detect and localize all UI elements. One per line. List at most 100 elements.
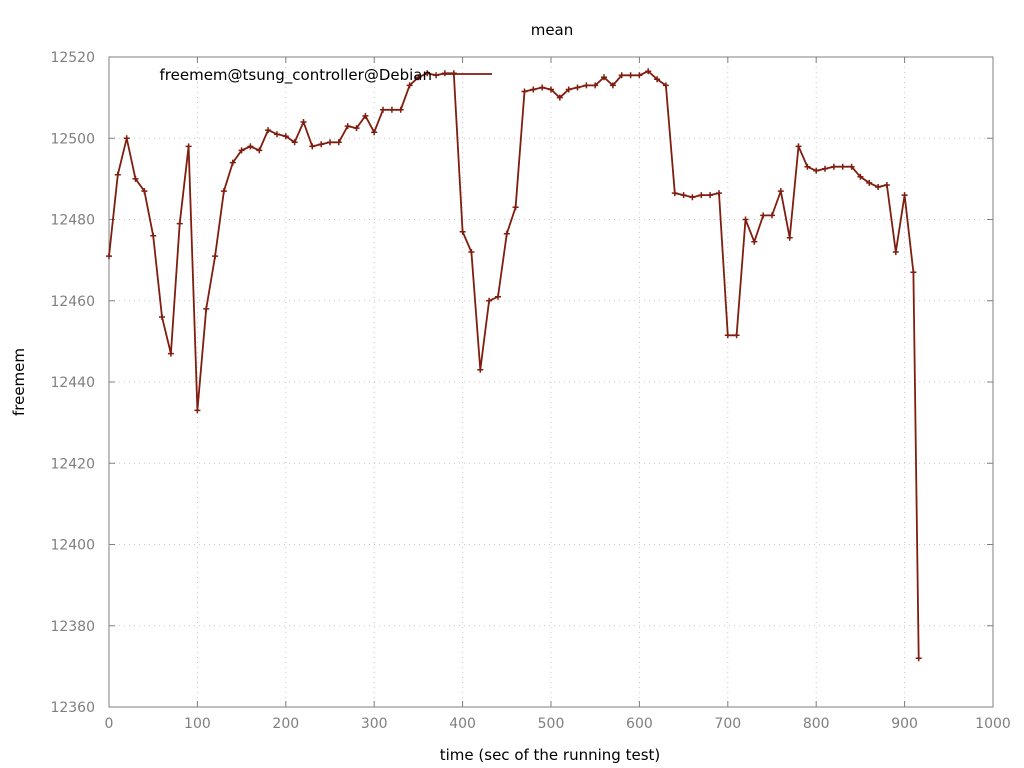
data-point [362,112,369,119]
data-point [733,332,740,339]
data-point [786,234,793,241]
data-point [194,407,201,414]
data-point [274,131,280,138]
data-point [813,167,820,174]
data-point [123,135,130,142]
data-point [150,232,157,239]
legend-label: freemem@tsung_controller@Debian [160,66,432,85]
series-layer [106,68,922,662]
grid-lines [109,57,993,707]
data-point [486,297,493,304]
data-point [176,220,183,227]
data-point [220,188,227,195]
data-point [318,141,325,148]
data-point [309,143,316,150]
data-point [477,366,484,373]
y-tick-label: 12360 [50,700,95,716]
x-tick-label: 200 [272,716,299,732]
data-point [327,139,333,146]
data-point [822,165,828,172]
data-point [397,106,404,113]
data-point [583,82,590,89]
chart-title: mean [531,21,574,39]
data-point [848,163,855,170]
data-point [495,293,501,300]
data-point [247,143,254,150]
data-point [344,123,351,130]
data-point [609,82,616,89]
data-point [282,133,289,140]
data-point [830,163,837,170]
data-point [132,175,139,182]
data-point [371,129,378,136]
data-point [238,147,245,154]
data-point [265,127,272,134]
data-point [468,249,475,255]
data-point [601,74,607,81]
axis-ticks [108,56,994,708]
x-tick-label: 500 [538,716,565,732]
data-point [760,212,767,219]
x-tick-label: 600 [626,716,653,732]
x-tick-label: 400 [449,716,476,732]
data-point [707,192,714,199]
data-point [565,86,572,93]
data-point [114,171,121,178]
data-point [627,72,634,79]
x-tick-label: 800 [803,716,830,732]
data-point [212,253,219,260]
y-tick-label: 12420 [50,456,95,472]
data-point [910,269,917,276]
data-point [388,106,395,113]
data-point [424,70,431,77]
data-point [415,74,422,81]
y-tick-label: 12500 [50,131,95,147]
data-point [769,212,775,219]
data-point [459,228,466,235]
data-point [203,305,210,312]
data-point [229,159,236,166]
data-point [539,84,546,91]
x-tick-label: 900 [891,716,918,732]
data-point [804,163,811,170]
data-point [857,173,864,180]
data-point [335,139,342,146]
x-tick-labels: 0 100 200 300 400 500 600 700 800 900 1000 [105,716,1011,732]
data-point [654,76,661,83]
data-point [689,194,696,201]
data-point [353,125,360,132]
data-point [433,72,440,79]
data-point [141,188,148,195]
data-point [777,188,784,195]
data-point [256,147,263,154]
y-tick-label: 12520 [50,50,95,66]
data-point [742,216,749,223]
data-point [548,86,554,93]
data-point [915,655,922,662]
data-point [185,143,192,150]
data-point [751,238,758,245]
data-point [512,204,519,211]
y-tick-label: 12440 [50,375,95,391]
x-tick-label: 300 [361,716,388,732]
data-point [503,230,510,237]
data-point [662,82,669,89]
data-point [716,190,722,197]
y-axis-label: freemem [10,348,28,416]
data-point [556,94,563,101]
data-point [671,190,678,197]
y-tick-label: 12400 [50,538,95,554]
x-tick-label: 100 [184,716,211,732]
data-point [521,88,528,95]
data-point [159,314,165,320]
series-line [108,70,920,659]
y-tick-label: 12380 [50,619,95,635]
data-point [618,72,625,79]
x-tick-label: 0 [105,716,114,732]
data-point [574,84,581,91]
data-point [167,350,174,357]
data-point [530,86,537,93]
data-point [380,106,386,113]
x-tick-label: 1000 [975,716,1011,732]
